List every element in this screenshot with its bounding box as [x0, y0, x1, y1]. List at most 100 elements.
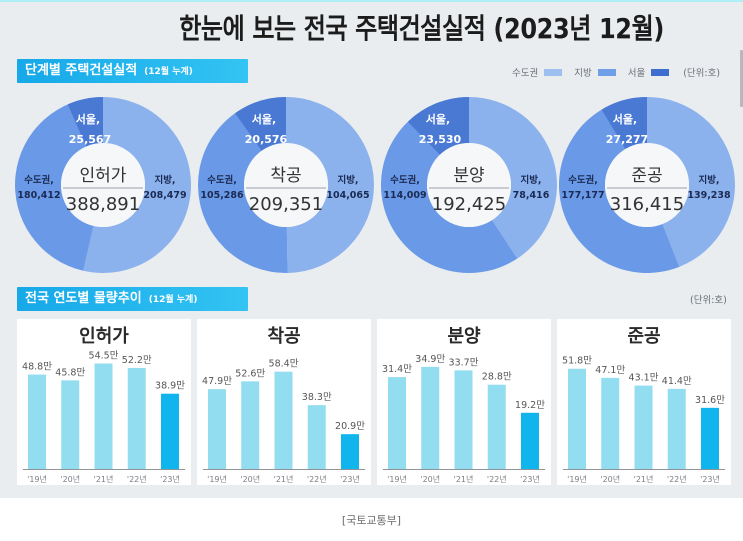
bar-chart-title: 인허가 [79, 326, 129, 347]
legend: 수도권 지방 서울 (단위:호) [512, 65, 720, 79]
bar [388, 377, 406, 469]
donut-slice-capital [15, 97, 103, 271]
donut-slice-capital [381, 97, 518, 273]
bar-value-label: 48.8만 [22, 362, 52, 373]
donut-center-title: 준공 [631, 166, 662, 186]
slice-value-capital: 105,286 [200, 190, 244, 201]
slice-label-seoul: 서울, [252, 112, 276, 126]
slice-label-local: 지방, [154, 174, 175, 186]
bar-chart-permit: 48.8만 '19년 45.8만 '20년 54.5만 '21년 52.2만 '22년 38.9… [22, 351, 185, 484]
bar-value-label: 47.1만 [595, 365, 625, 376]
donut-slice-local [83, 97, 192, 273]
bar [667, 388, 686, 469]
bar-value-label: 58.4만 [269, 359, 299, 370]
bar-value-label: 31.6만 [695, 395, 725, 406]
x-tick-label: '23년 [700, 474, 720, 484]
donut-center-total: 316,415 [610, 194, 684, 215]
slice-value-capital: 114,009 [383, 190, 426, 201]
donut-chart-start: 서울, 20,576 수도권, 105,286 지방, 104,065 착공 209,351 [197, 97, 375, 273]
slice-value-capital: 180,412 [17, 190, 60, 201]
x-tick-label: '22년 [667, 474, 687, 484]
bar-value-label: 33.7만 [449, 357, 479, 368]
bar-chart-completion: 51.8만 '19년 47.1만 '20년 43.1만 '21년 41.4만 '22년 31.6… [562, 356, 725, 484]
bar [61, 380, 80, 469]
legend-swatch-seoul [651, 68, 670, 76]
bar-chart-title: 분양 [447, 326, 481, 347]
unit-label: (단위:호) [683, 68, 721, 79]
section-subtitle: (12월 누계) [144, 67, 193, 77]
section-header-stage: 단계별 주택건설실적 (12월 누계) [17, 59, 248, 83]
bar-highlight [341, 434, 359, 469]
donut-chart-sale: 서울, 23,530 수도권, 114,009 지방, 78,416 분양 192,425 [381, 97, 558, 273]
bar [601, 377, 620, 469]
bar-value-label: 52.2만 [122, 355, 152, 366]
scrollbar-thumb[interactable] [740, 50, 743, 107]
donut-slice-capital [559, 97, 680, 273]
slice-value-seoul: 20,576 [245, 133, 288, 146]
bar-value-label: 34.9만 [415, 354, 445, 365]
x-tick-label: '20년 [60, 474, 80, 484]
bar-value-label: 51.8만 [562, 356, 592, 367]
bar [28, 374, 46, 469]
bar [421, 366, 440, 469]
slice-label-capital: 수도권, [390, 174, 420, 186]
section-title: 전국 연도별 물량추이 [25, 291, 142, 306]
x-tick-label: '21년 [454, 474, 474, 484]
bar-chart-start: 47.9만 '19년 52.6만 '20년 58.4만 '21년 38.3만 '22년 20.9… [202, 359, 365, 484]
legend-swatch-local [597, 68, 616, 76]
bar-value-label: 20.9만 [335, 421, 365, 432]
bar-value-label: 19.2만 [515, 400, 545, 411]
x-tick-label: '22년 [127, 474, 147, 484]
donut-center-total: 388,891 [66, 194, 140, 215]
donut-center-total: 192,425 [432, 194, 506, 215]
bar [487, 384, 506, 469]
slice-label-seoul: 서울, [426, 112, 450, 126]
donut-center-title: 착공 [270, 166, 301, 186]
x-tick-label: '19년 [27, 474, 47, 484]
donut-chart-completion: 서울, 27,277 수도권, 177,177 지방, 139,238 준공 316,415 [559, 97, 735, 273]
x-tick-label: '22년 [307, 474, 327, 484]
bar-value-label: 28.8만 [482, 372, 512, 383]
donut-slice-seoul [407, 97, 469, 155]
slice-label-local: 지방, [698, 174, 719, 186]
unit-label: (단위:호) [690, 295, 727, 306]
x-tick-label: '22년 [487, 474, 507, 484]
bar [634, 385, 653, 469]
slice-value-local: 104,065 [326, 190, 369, 201]
bar [208, 389, 226, 469]
bar-panel-completion: 준공 51.8만 '19년 47.1만 '20년 43.1만 '21년 41.4만 '22년 3… [557, 319, 731, 485]
donut-center-title: 분양 [453, 166, 484, 186]
donut-slice-seoul [601, 97, 647, 150]
donut-slice-seoul [235, 97, 286, 151]
top-accent-line [0, 0, 743, 2]
bar-chart-sale: 31.4만 '19년 34.9만 '20년 33.7만 '21년 28.8만 '22년 19.2… [382, 354, 545, 484]
donut-hole [244, 143, 328, 227]
donut-slice-local [647, 97, 735, 267]
bar [568, 368, 586, 469]
bar-chart-title: 준공 [627, 326, 661, 347]
x-tick-label: '23년 [340, 474, 360, 484]
bar-panel-start: 착공 47.9만 '19년 52.6만 '20년 58.4만 '21년 38.3만 '22년 2… [197, 319, 371, 485]
bar [274, 371, 293, 469]
source-caption: [국토교통부] [341, 514, 402, 527]
bar [127, 367, 146, 469]
x-tick-label: '20년 [240, 474, 260, 484]
slice-label-seoul: 서울, [76, 112, 100, 126]
x-tick-label: '21년 [634, 474, 654, 484]
bar-value-label: 52.6만 [235, 368, 265, 379]
slice-label-capital: 수도권, [24, 174, 54, 186]
x-tick-label: '19년 [207, 474, 227, 484]
section-title: 단계별 주택건설실적 [25, 63, 138, 78]
bar-highlight [161, 393, 179, 469]
bar-value-label: 54.5만 [89, 351, 119, 362]
bar [454, 370, 473, 469]
bar-highlight [701, 407, 719, 469]
x-tick-label: '21년 [94, 474, 114, 484]
bar-panel-permit: 인허가 48.8만 '19년 45.8만 '20년 54.5만 '21년 52.2만 '22년… [17, 319, 191, 485]
bar-panel-sale: 분양 31.4만 '19년 34.9만 '20년 33.7만 '21년 28.8만 '22년 1… [377, 319, 551, 485]
donut-hole [605, 143, 689, 227]
donut-charts: 서울, 25,567 수도권, 180,412 지방, 208,479 인허가 388,891… [15, 97, 735, 273]
legend-swatch-capital [544, 68, 563, 76]
bar [241, 381, 260, 469]
donut-hole [61, 143, 145, 227]
